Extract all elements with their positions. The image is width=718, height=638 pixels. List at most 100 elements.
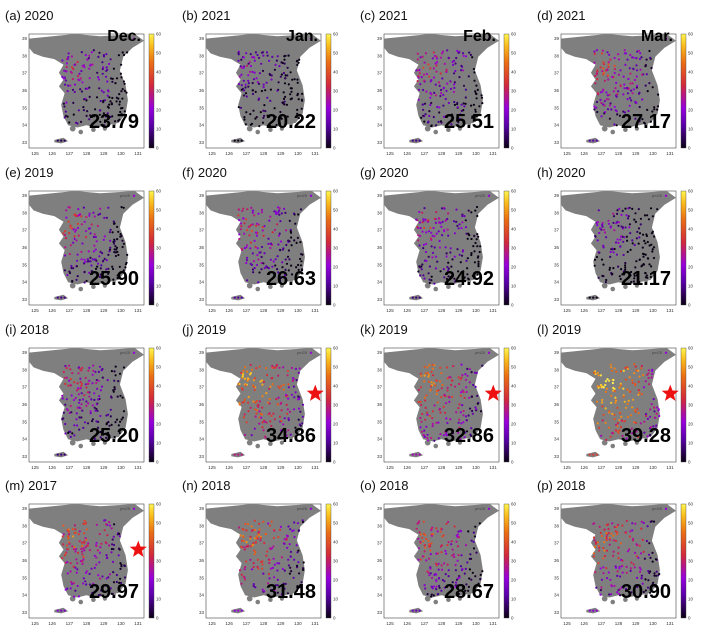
station-point	[622, 240, 625, 243]
station-point	[74, 528, 77, 531]
station-point	[258, 410, 261, 413]
station-point	[119, 562, 122, 565]
station-point	[618, 207, 621, 210]
station-point	[279, 220, 282, 223]
station-point	[282, 71, 285, 75]
station-point	[609, 58, 612, 61]
station-point	[462, 391, 465, 394]
station-point	[417, 547, 420, 550]
station-point	[276, 562, 279, 565]
station-point	[244, 92, 248, 95]
island	[289, 436, 293, 440]
station-point	[449, 418, 452, 421]
station-point	[431, 256, 434, 259]
x-tick-label: 129	[632, 151, 640, 156]
station-point	[239, 222, 243, 225]
station-point	[611, 412, 614, 415]
station-point	[267, 267, 270, 270]
station-point	[95, 541, 98, 545]
station-point	[624, 63, 627, 66]
station-point	[237, 208, 240, 211]
station-point	[252, 78, 256, 81]
station-point	[88, 583, 92, 586]
station-point	[625, 571, 628, 574]
station-point	[260, 62, 263, 65]
station-point	[74, 589, 77, 592]
station-point	[429, 553, 432, 556]
x-tick-label: 129	[455, 308, 463, 313]
station-point	[71, 535, 75, 538]
station-point	[286, 408, 289, 411]
station-point	[470, 539, 473, 542]
island	[78, 443, 84, 449]
station-point	[296, 81, 299, 84]
station-point	[416, 80, 419, 83]
station-point	[65, 216, 68, 219]
x-tick-label: 128	[260, 308, 268, 313]
x-tick-label: 130	[472, 621, 480, 626]
station-point	[260, 255, 263, 259]
station-point	[78, 406, 81, 409]
station-point	[613, 367, 616, 370]
station-point	[428, 364, 431, 367]
station-point	[599, 531, 602, 534]
station-point	[272, 557, 275, 560]
station-point	[297, 561, 300, 564]
legend-series-label: pm25	[475, 36, 486, 41]
station-point	[609, 226, 612, 229]
station-point	[593, 264, 596, 267]
station-point	[115, 248, 118, 251]
station-point	[419, 416, 422, 420]
colorbar-tick-label: 60	[511, 32, 517, 37]
station-point	[284, 229, 288, 232]
x-tick-label: 129	[100, 621, 108, 626]
station-point	[438, 407, 441, 410]
colorbar-tick-label: 0	[333, 146, 336, 151]
station-point	[441, 578, 444, 582]
station-point	[243, 413, 246, 416]
station-point	[439, 366, 442, 369]
station-point	[641, 98, 644, 101]
x-tick-label: 129	[632, 621, 640, 626]
station-point	[101, 376, 104, 379]
station-point	[417, 388, 420, 391]
station-point	[446, 228, 449, 231]
station-point	[61, 59, 64, 62]
station-point	[440, 589, 443, 592]
station-point	[425, 242, 428, 245]
station-point	[649, 120, 652, 123]
station-point	[450, 543, 453, 546]
station-point	[243, 118, 246, 121]
station-point	[629, 414, 633, 417]
station-point	[70, 266, 73, 270]
station-point	[280, 385, 283, 388]
station-point	[109, 115, 112, 119]
station-point	[105, 53, 108, 56]
station-point	[634, 410, 637, 413]
station-point	[110, 423, 113, 426]
station-point	[600, 434, 603, 437]
station-point	[276, 89, 279, 92]
station-point	[242, 56, 245, 59]
station-point	[439, 530, 442, 533]
station-point	[429, 103, 432, 107]
station-point	[233, 296, 236, 299]
station-point	[115, 246, 119, 249]
station-point	[596, 371, 599, 374]
station-point	[300, 98, 304, 101]
station-point	[453, 81, 456, 84]
station-point	[99, 207, 102, 210]
station-point	[253, 377, 256, 380]
colorbar-tick-label: 20	[156, 108, 162, 113]
y-tick-label: 38	[22, 523, 28, 528]
station-point	[78, 398, 81, 402]
station-point	[274, 264, 277, 267]
colorbar	[325, 347, 332, 463]
station-point	[66, 548, 69, 551]
x-tick-label: 130	[117, 308, 125, 313]
station-point	[432, 374, 435, 377]
station-point	[285, 538, 288, 541]
y-tick-label: 33	[22, 140, 28, 145]
station-point	[624, 366, 627, 369]
station-point	[282, 91, 285, 94]
